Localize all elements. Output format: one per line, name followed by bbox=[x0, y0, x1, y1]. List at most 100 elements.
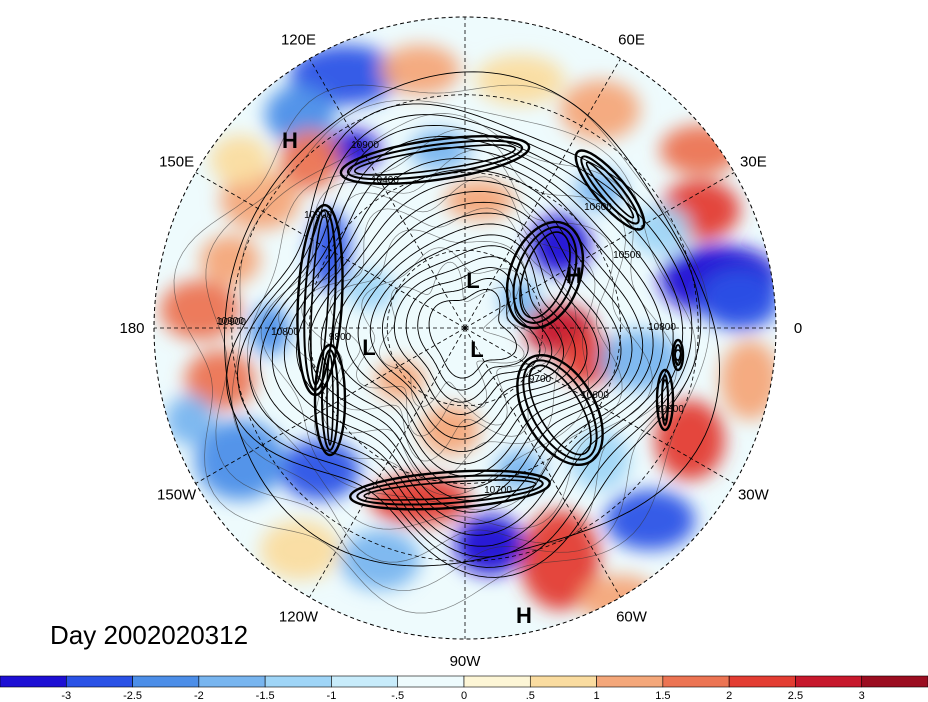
jet-contour bbox=[580, 155, 640, 225]
colorbar-swatch bbox=[198, 675, 266, 688]
contour-label: 9800 bbox=[329, 332, 352, 343]
high-center-south-america: H bbox=[516, 603, 532, 628]
longitude-labels: 90E 60E 30E 0 30W 60W 90W 120W 150W 180 150E 120E bbox=[119, 0, 802, 670]
height-contour bbox=[320, 190, 622, 489]
latitude-circle bbox=[386, 249, 544, 407]
anomaly-blob bbox=[210, 135, 270, 185]
high-center-europe: H bbox=[566, 263, 582, 288]
height-contour bbox=[260, 136, 674, 547]
jet-contour bbox=[349, 469, 551, 511]
colorbar-tick-label: -1.5 bbox=[256, 690, 275, 702]
height-contour bbox=[405, 267, 541, 403]
height-contour bbox=[237, 114, 693, 568]
latitude-circle bbox=[231, 94, 699, 562]
jet-contour bbox=[353, 144, 517, 176]
anomaly-blob bbox=[160, 280, 240, 340]
jet-contour bbox=[346, 139, 524, 181]
jet-contour bbox=[674, 349, 682, 361]
coastline bbox=[356, 247, 546, 437]
longitude-label: 150E bbox=[159, 154, 194, 171]
coastline bbox=[205, 99, 697, 592]
polar-map: 10900 10900 10800 10400 10600 10500 10800 10600… bbox=[119, 0, 802, 670]
low-center-canada: L bbox=[470, 337, 483, 362]
height-contour bbox=[283, 158, 654, 525]
anomaly-blob bbox=[280, 130, 340, 190]
colorbar-tick-label: 0 bbox=[461, 690, 467, 702]
anomaly-blob bbox=[475, 55, 565, 105]
colorbar-tick-label: 2.5 bbox=[788, 690, 803, 702]
contour-label: 10800 bbox=[656, 404, 684, 415]
longitude-label: 120E bbox=[281, 32, 316, 49]
height-contour bbox=[345, 212, 599, 465]
anomaly-blob bbox=[340, 530, 420, 590]
jet-contour bbox=[313, 343, 347, 457]
colorbar-swatch bbox=[529, 675, 597, 688]
low-center-pole: L bbox=[466, 268, 479, 293]
contour-label: 10900 bbox=[216, 316, 244, 327]
anomaly-blob bbox=[165, 395, 215, 445]
latitude-circle bbox=[309, 172, 621, 484]
anomaly-blob bbox=[185, 350, 255, 410]
anomaly-blob bbox=[250, 305, 290, 355]
colorbar-swatch bbox=[861, 675, 928, 688]
jet-contour bbox=[585, 161, 635, 219]
jet-contour bbox=[519, 231, 571, 319]
colorbar-swatch bbox=[331, 675, 399, 688]
anomaly-blob bbox=[520, 510, 600, 610]
contour-label: 10800 bbox=[648, 322, 676, 333]
anomaly-blob bbox=[375, 360, 425, 400]
jet-contour bbox=[671, 338, 685, 372]
jet-contour bbox=[516, 353, 604, 467]
longitude-label: 60W bbox=[616, 608, 648, 625]
contour-label: 10600 bbox=[584, 202, 612, 213]
anomaly-blob bbox=[655, 400, 725, 480]
longitude-label: 90E bbox=[452, 0, 479, 4]
graticule bbox=[154, 17, 776, 639]
anomaly-blob bbox=[720, 340, 776, 420]
colorbar-swatch bbox=[132, 675, 200, 688]
colorbar-swatch bbox=[0, 675, 67, 688]
colorbar-tick-label: -3 bbox=[61, 690, 71, 702]
longitude-label: 0 bbox=[794, 320, 802, 337]
coastline bbox=[379, 261, 525, 408]
colorbar-swatch bbox=[662, 675, 730, 688]
anomaly-blob bbox=[195, 420, 285, 500]
anomaly-blob bbox=[260, 520, 340, 580]
colorbar-swatch bbox=[596, 675, 664, 688]
colorbar-tick-label: 1.5 bbox=[655, 690, 670, 702]
jet-contour bbox=[661, 379, 669, 421]
anomaly-blob bbox=[265, 85, 335, 145]
contour-label: 10900 bbox=[351, 140, 379, 151]
colorbar-tick-label: 1 bbox=[594, 690, 600, 702]
pressure-centers: H H L L L H bbox=[282, 128, 582, 628]
colorbar-tick-label: -2 bbox=[194, 690, 204, 702]
colorbar: -3 -2.5 -2 -1.5 -1 -.5 0 .5 1 1.5 2 2.5 3 bbox=[0, 675, 928, 702]
contour-label: 10800 bbox=[271, 327, 299, 338]
contour-label: 10400 bbox=[371, 175, 399, 186]
jet-contour bbox=[356, 474, 544, 506]
high-center-east-asia: H bbox=[282, 128, 298, 153]
height-contour bbox=[271, 147, 664, 536]
contour-label: 10700 bbox=[484, 485, 512, 496]
colorbar-swatch bbox=[397, 675, 465, 688]
longitude-label: 180 bbox=[119, 320, 144, 337]
contour-label: 10600 bbox=[581, 390, 609, 401]
coastline bbox=[329, 229, 563, 462]
contour-label: 9700 bbox=[529, 374, 552, 385]
longitude-label: 30E bbox=[740, 154, 767, 171]
height-contour bbox=[417, 278, 529, 391]
jet-contour bbox=[522, 359, 598, 461]
jet-contour bbox=[574, 149, 646, 231]
anomaly-blob bbox=[200, 235, 260, 285]
colorbar-tick-label: -1 bbox=[327, 690, 337, 702]
anomaly-blob bbox=[455, 515, 525, 575]
longitude-label: 150W bbox=[157, 487, 197, 504]
anomaly-blob bbox=[380, 45, 460, 95]
colorbar-tick-label: 3 bbox=[859, 690, 865, 702]
colorbar-swatch bbox=[65, 675, 133, 688]
height-contour bbox=[332, 201, 611, 477]
anomaly-blob bbox=[660, 125, 740, 175]
contour-label: 10500 bbox=[613, 250, 641, 261]
longitude-label: 60E bbox=[618, 32, 645, 49]
height-contour bbox=[393, 256, 553, 415]
